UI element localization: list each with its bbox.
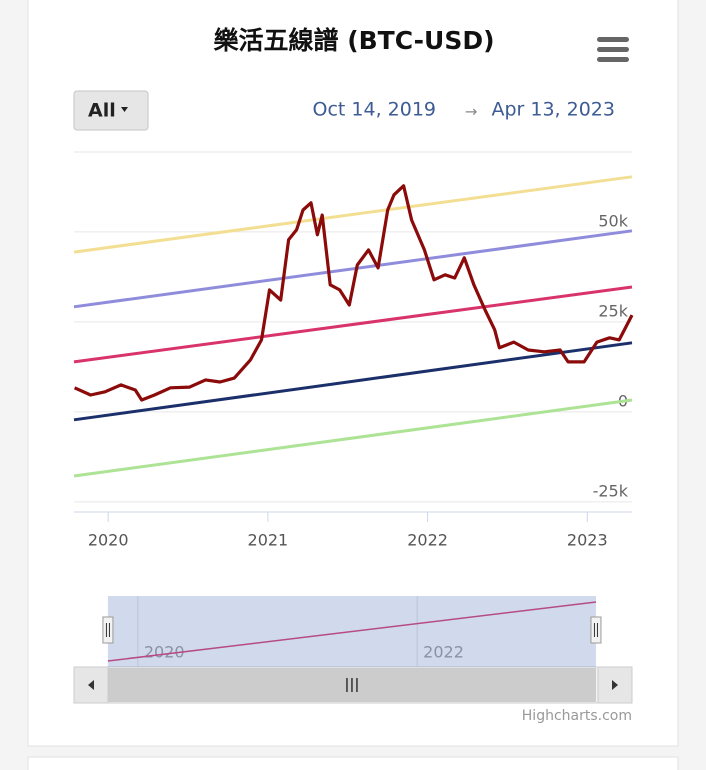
range-button-label: All [88, 100, 116, 122]
navigator-tick-label: 2020 [144, 643, 185, 662]
menu-bar [597, 57, 629, 62]
menu-bar [597, 47, 629, 52]
navigator-series [107, 601, 597, 662]
navigator-mask[interactable] [107, 596, 596, 667]
chart-title: 樂活五線譜 (BTC-USD) [213, 26, 494, 55]
y-tick-label: -25k [593, 481, 629, 500]
navigator-handle[interactable] [102, 616, 114, 644]
range-start[interactable]: Oct 14, 2019 [313, 99, 437, 121]
navigator-tick-label: 2022 [423, 643, 464, 662]
next-card [27, 756, 679, 770]
menu-button[interactable] [597, 37, 629, 62]
y-tick-label: 50k [598, 211, 628, 230]
range-selector[interactable]: All [73, 90, 149, 131]
series-line [73, 285, 633, 364]
credits[interactable]: Highcharts.com [522, 708, 632, 724]
y-tick-label: 25k [598, 301, 628, 320]
x-tick-label: 2021 [248, 531, 289, 550]
range-button[interactable] [73, 90, 149, 131]
x-tick-label: 2022 [407, 531, 448, 550]
series-line [73, 184, 634, 402]
series-line [73, 175, 633, 254]
dropdown-arrow [121, 107, 128, 112]
x-tick-label: 2023 [567, 531, 608, 550]
range-arrow: → [465, 103, 478, 121]
navigator-handle[interactable] [590, 616, 602, 644]
series-line [73, 341, 633, 422]
scroll-left-arrow [88, 680, 94, 690]
series-line [73, 229, 633, 309]
range-end[interactable]: Apr 13, 2023 [491, 99, 615, 121]
scroll-right-arrow [612, 680, 618, 690]
x-tick-label: 2020 [88, 531, 129, 550]
menu-bar [597, 37, 629, 42]
series-line [73, 398, 633, 478]
